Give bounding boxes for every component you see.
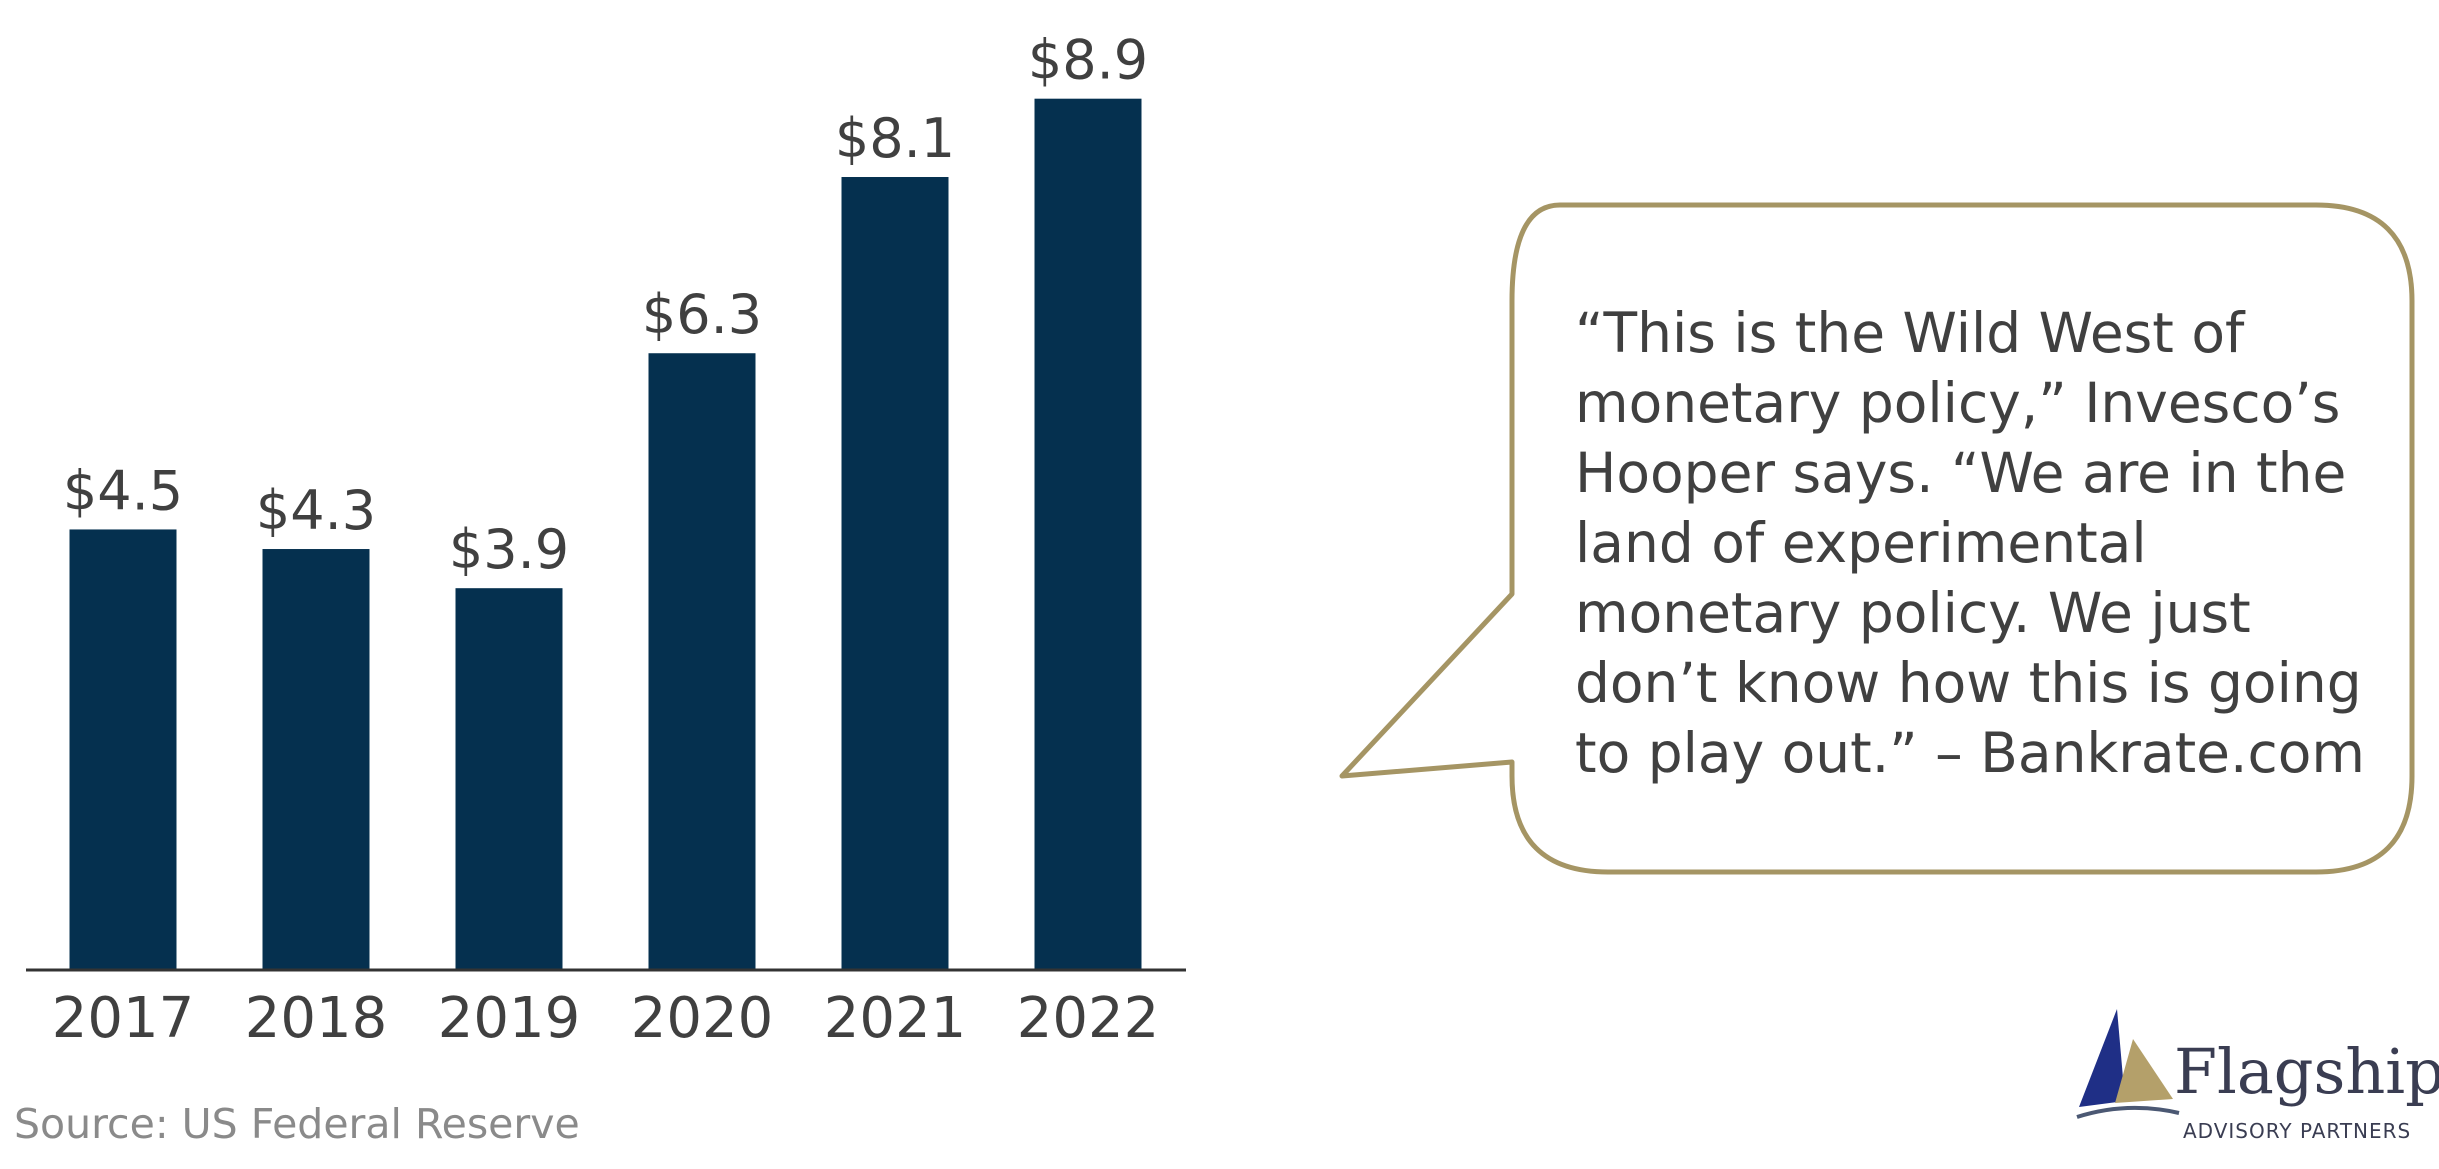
- bar-2017: [69, 529, 177, 970]
- data-label-2018: $4.3: [256, 479, 376, 542]
- bar-2020: [648, 353, 756, 971]
- data-label-2020: $6.3: [642, 283, 762, 346]
- quote-text: “This is the Wild West of monetary polic…: [1575, 301, 2365, 785]
- sail-icon: [2076, 1009, 2180, 1119]
- x-tick-2019: 2019: [438, 986, 581, 1051]
- logo-subtitle: ADVISORY PARTNERS: [2183, 1119, 2412, 1143]
- data-label-2021: $8.1: [835, 107, 955, 170]
- x-tick-2017: 2017: [52, 986, 195, 1051]
- bar-2022: [1034, 98, 1142, 970]
- x-tick-2020: 2020: [631, 986, 774, 1051]
- speech-bubble-outline: [1339, 202, 2415, 875]
- data-label-2019: $3.9: [449, 518, 569, 581]
- flagship-logo: Flagship ADVISORY PARTNERS: [2075, 1005, 2439, 1155]
- data-label-2022: $8.9: [1028, 29, 1148, 92]
- bar-chart: $4.5 2017 $4.3 2018 $3.9 2019 $6.3 2020 $8.1 2021…: [26, 29, 1186, 1051]
- x-tick-2022: 2022: [1017, 986, 1160, 1051]
- x-tick-2018: 2018: [245, 986, 388, 1051]
- logo-name: Flagship: [2174, 1035, 2439, 1108]
- source-note: Source: US Federal Reserve: [14, 1100, 580, 1148]
- x-tick-2021: 2021: [824, 986, 967, 1051]
- bar-2019: [455, 588, 563, 970]
- data-label-2017: $4.5: [63, 459, 183, 522]
- bar-2018: [262, 549, 370, 970]
- bar-2021: [841, 177, 949, 970]
